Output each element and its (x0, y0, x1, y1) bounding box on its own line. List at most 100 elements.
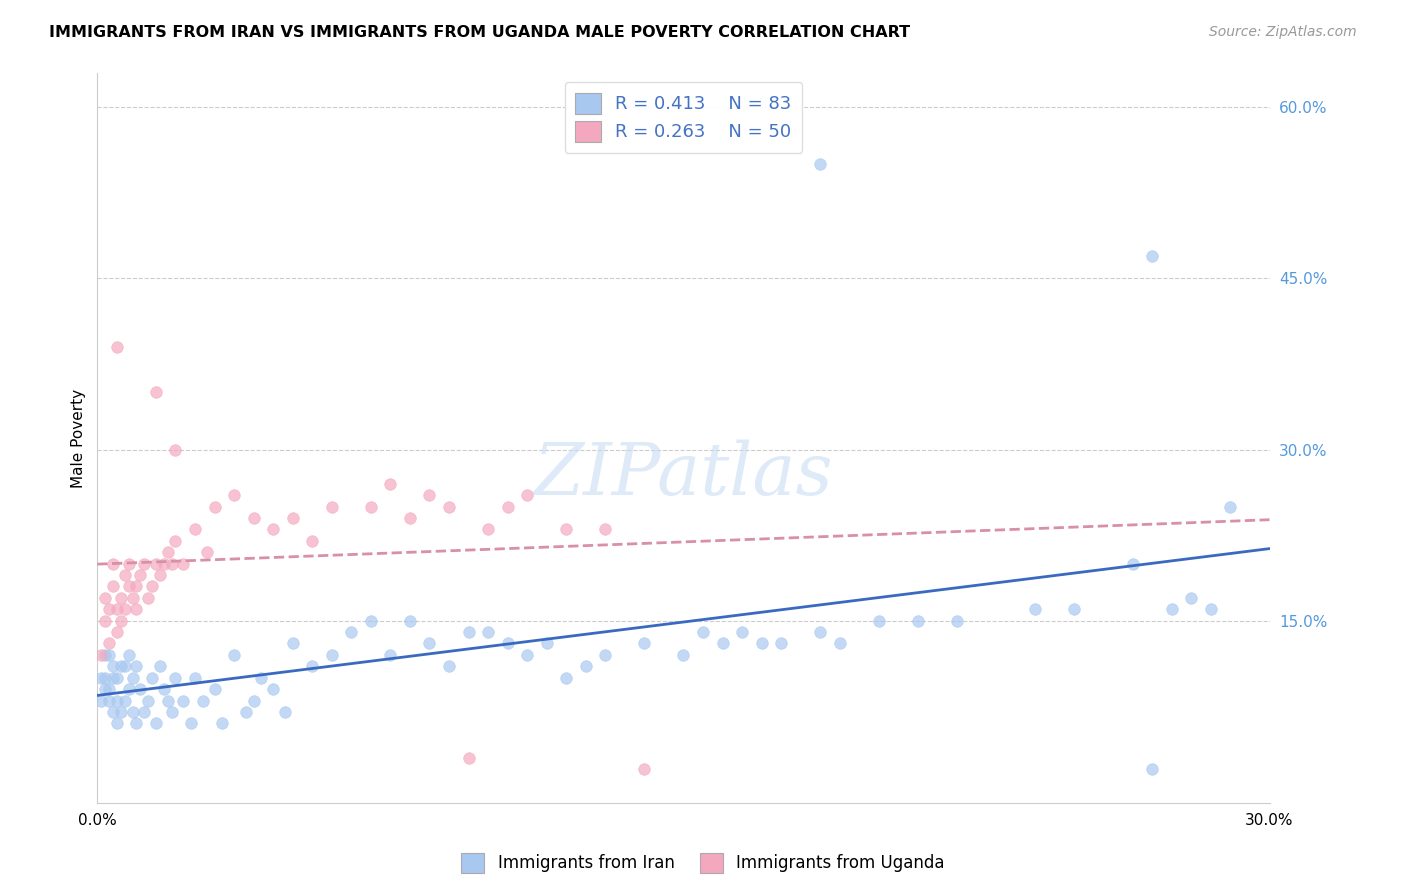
Point (496, 500, 519, 514)
Point (94, 671, 117, 685)
Point (165, 442, 187, 457)
Point (90, 648, 112, 662)
Point (274, 705, 297, 719)
Point (516, 488, 538, 502)
Point (110, 705, 132, 719)
Point (149, 659, 172, 673)
Point (555, 522, 578, 536)
Point (98, 693, 121, 707)
Point (224, 648, 246, 662)
Point (141, 671, 163, 685)
Point (751, 636, 773, 650)
Point (125, 579, 148, 593)
Point (101, 705, 124, 719)
Point (117, 579, 139, 593)
Point (105, 671, 128, 685)
Point (110, 659, 132, 673)
Point (457, 625, 479, 640)
Point (121, 671, 143, 685)
Point (134, 705, 156, 719)
Point (90, 671, 112, 685)
Point (90, 693, 112, 707)
Point (1199, 602, 1222, 616)
Point (595, 648, 617, 662)
Point (731, 625, 754, 640)
Point (125, 716, 148, 731)
Point (235, 705, 257, 719)
Point (808, 625, 831, 640)
Point (105, 340, 128, 354)
Point (145, 385, 167, 400)
Point (575, 659, 598, 673)
Point (195, 545, 218, 559)
Point (191, 693, 214, 707)
Point (152, 557, 174, 571)
Point (184, 671, 207, 685)
Point (477, 522, 499, 536)
Point (156, 545, 179, 559)
Point (110, 614, 132, 628)
Point (105, 716, 128, 731)
Point (160, 705, 183, 719)
Point (380, 476, 402, 491)
Point (152, 682, 174, 697)
Point (204, 500, 226, 514)
Point (101, 557, 124, 571)
Point (114, 568, 136, 582)
Point (262, 682, 284, 697)
Point (770, 636, 793, 650)
Point (437, 500, 460, 514)
Legend: R = 0.413    N = 83, R = 0.263    N = 50: R = 0.413 N = 83, R = 0.263 N = 50 (565, 82, 803, 153)
Point (1024, 602, 1046, 616)
Point (828, 636, 851, 650)
Point (224, 488, 246, 502)
Point (125, 602, 148, 616)
Point (340, 625, 363, 640)
Point (114, 659, 136, 673)
Point (156, 693, 179, 707)
Point (134, 557, 156, 571)
Point (180, 716, 202, 731)
Point (98, 602, 121, 616)
Point (1180, 591, 1202, 605)
Point (418, 488, 440, 502)
Text: ZIPatlas: ZIPatlas (534, 440, 834, 510)
Point (149, 568, 172, 582)
Point (457, 750, 479, 764)
Point (94, 614, 117, 628)
Point (94, 682, 117, 697)
Point (117, 557, 139, 571)
Point (946, 614, 969, 628)
Point (399, 511, 422, 525)
Point (101, 579, 124, 593)
Point (301, 659, 323, 673)
Point (101, 671, 124, 685)
Point (536, 636, 558, 650)
Point (145, 557, 167, 571)
Point (145, 716, 167, 731)
Point (516, 648, 538, 662)
Point (281, 511, 304, 525)
Point (555, 671, 578, 685)
Point (321, 648, 343, 662)
Point (165, 533, 187, 548)
Point (1160, 602, 1182, 616)
Point (98, 682, 121, 697)
Point (121, 705, 143, 719)
Point (129, 682, 152, 697)
Point (98, 648, 121, 662)
Point (496, 636, 519, 650)
Text: IMMIGRANTS FROM IRAN VS IMMIGRANTS FROM UGANDA MALE POVERTY CORRELATION CHART: IMMIGRANTS FROM IRAN VS IMMIGRANTS FROM … (49, 25, 910, 40)
Point (242, 693, 264, 707)
Point (907, 614, 929, 628)
Point (121, 591, 143, 605)
Point (595, 522, 617, 536)
Point (301, 533, 323, 548)
Point (281, 636, 304, 650)
Point (136, 693, 159, 707)
Point (633, 636, 655, 650)
Point (125, 659, 148, 673)
Point (160, 557, 183, 571)
Point (633, 762, 655, 776)
Point (204, 682, 226, 697)
